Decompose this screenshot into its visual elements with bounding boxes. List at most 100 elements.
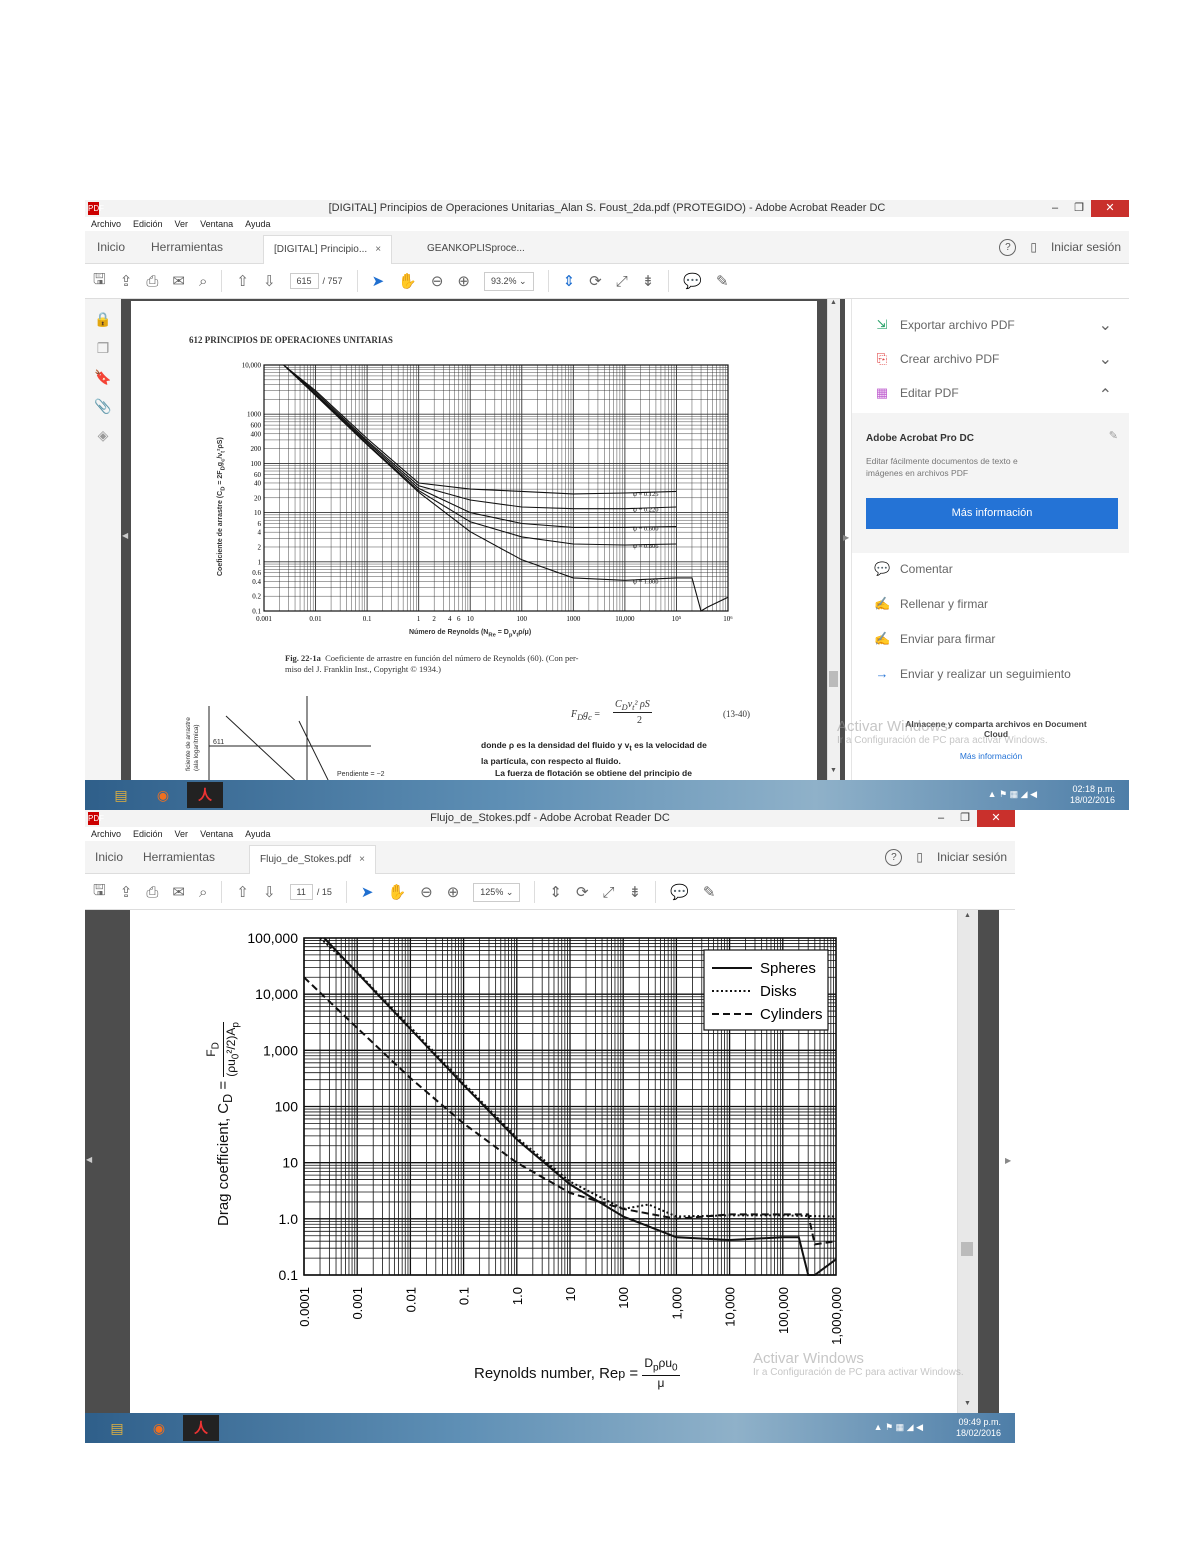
tab-close-icon[interactable]: × <box>359 854 366 865</box>
full-screen-icon[interactable]: ⤢ <box>615 272 628 290</box>
bookmark-icon[interactable]: 🔖 <box>94 369 112 385</box>
hand-icon[interactable]: ✋ <box>398 273 417 290</box>
fit-page-icon[interactable]: ⇕ <box>549 884 562 901</box>
mail-icon[interactable]: ✉ <box>172 273 185 290</box>
track-item[interactable]: → Enviar y realizar un seguimiento <box>874 666 1071 682</box>
help-icon[interactable]: ? <box>885 848 903 866</box>
hand-icon[interactable]: ✋ <box>387 884 407 901</box>
menu-ventana[interactable]: Ventana <box>200 219 234 229</box>
scroll-thumb[interactable] <box>961 1242 973 1256</box>
zoom-out-icon[interactable]: ⊖ <box>430 273 444 290</box>
menu-archivo[interactable]: Archivo <box>91 219 122 229</box>
vertical-scrollbar[interactable]: ▲ ▼ <box>957 910 978 1413</box>
rotate-icon[interactable]: ⟳ <box>575 884 589 901</box>
fit-page-icon[interactable]: ⇕ <box>562 273 576 290</box>
right-arrow-icon[interactable]: ▶ <box>843 533 850 542</box>
chevron-up-icon[interactable]: ⌃ <box>1098 387 1112 404</box>
create-pdf-item[interactable]: ⎘ Crear archivo PDF <box>874 351 1000 367</box>
zoom-in-icon[interactable]: ⊕ <box>446 884 460 901</box>
rotate-icon[interactable]: ⟳ <box>589 273 602 290</box>
pointer-icon[interactable]: ➤ <box>371 273 385 290</box>
search-icon[interactable]: ⌕ <box>198 272 208 290</box>
menu-ver[interactable]: Ver <box>174 219 189 229</box>
comment-item[interactable]: 💬 Comentar <box>874 561 953 577</box>
pen-icon[interactable]: ✎ <box>702 884 716 901</box>
mobile-icon[interactable]: ▯ <box>916 850 923 864</box>
restore-button[interactable]: ❐ <box>1074 202 1084 214</box>
send-sign-item[interactable]: ✍ Enviar para firmar <box>874 631 995 647</box>
layers-icon[interactable]: ◈ <box>97 427 109 443</box>
firefox-icon[interactable]: ◉ <box>156 786 170 803</box>
close-button[interactable]: ✕ <box>1091 200 1129 217</box>
pen-icon[interactable]: ✎ <box>716 273 729 290</box>
document-viewport[interactable]: ◀ 612 PRINCIPIOS DE OPERACIONES UNITARIA… <box>121 299 845 780</box>
save-icon[interactable]: 🖫 <box>93 270 106 288</box>
system-tray-icons[interactable]: ▲ ⚑ ▦ ◢ ◀ <box>873 1422 923 1432</box>
document-tab-geankoplis[interactable]: GEANKOPLISproce... <box>417 235 535 263</box>
left-arrow-icon[interactable]: ◀ <box>122 531 129 540</box>
menu-ayuda[interactable]: Ayuda <box>245 829 271 839</box>
menu-ventana[interactable]: Ventana <box>200 829 234 839</box>
signin-button[interactable]: Iniciar sesión <box>1050 240 1121 254</box>
document-tab-stokes[interactable]: Flujo_de_Stokes.pdf × <box>249 845 377 874</box>
page-down-icon[interactable]: ⇩ <box>262 273 276 290</box>
tab-inicio[interactable]: Inicio <box>95 850 124 864</box>
mail-icon[interactable]: ✉ <box>172 884 185 901</box>
tab-herramientas[interactable]: Herramientas <box>151 240 224 254</box>
upload-icon[interactable]: ⇪ <box>119 273 133 290</box>
scroll-up-icon[interactable]: ▲ <box>830 299 837 306</box>
chevron-down-icon[interactable]: ⌄ <box>1098 351 1112 368</box>
title-bar[interactable]: PDF Flujo_de_Stokes.pdf - Adobe Acrobat … <box>85 810 1015 827</box>
document-tab-foust[interactable]: [DIGITAL] Principio... × <box>263 235 393 264</box>
page-up-icon[interactable]: ⇧ <box>236 273 249 290</box>
vertical-scrollbar[interactable]: ▲ ▼ <box>827 299 840 780</box>
left-arrow-icon[interactable]: ◀ <box>86 1155 93 1164</box>
scroll-up-icon[interactable]: ▲ <box>964 912 971 919</box>
scroll-mode-icon[interactable]: ⇟ <box>628 884 642 901</box>
zoom-select[interactable]: 93.2% ⌄ <box>484 271 534 291</box>
search-icon[interactable]: ⌕ <box>198 883 208 901</box>
zoom-select[interactable]: 125% ⌄ <box>473 882 521 902</box>
menu-edicion[interactable]: Edición <box>133 219 163 229</box>
mobile-icon[interactable]: ▯ <box>1030 240 1037 254</box>
more-info-button[interactable]: Más información <box>866 498 1118 529</box>
page-number-input[interactable]: 11 <box>289 884 313 900</box>
title-bar[interactable]: PDF [DIGITAL] Principios de Operaciones … <box>85 200 1129 217</box>
cloud-more-info-link[interactable]: Más información <box>959 751 1023 761</box>
restore-button[interactable]: ❐ <box>960 812 970 824</box>
save-icon[interactable]: 🖫 <box>93 881 106 899</box>
clock[interactable]: 09:49 p.m. 18/02/2016 <box>956 1417 1001 1439</box>
acrobat-taskbar-icon[interactable]: 人 <box>183 1415 219 1441</box>
menu-edicion[interactable]: Edición <box>133 829 163 839</box>
scroll-mode-icon[interactable]: ⇟ <box>641 273 655 290</box>
right-arrow-icon[interactable]: ▶ <box>1005 1156 1012 1165</box>
acrobat-taskbar-icon[interactable]: 人 <box>187 782 223 808</box>
help-icon[interactable]: ? <box>999 238 1017 256</box>
menu-ver[interactable]: Ver <box>174 829 189 839</box>
zoom-out-icon[interactable]: ⊖ <box>420 884 433 901</box>
menu-archivo[interactable]: Archivo <box>91 829 122 839</box>
edit-pdf-item[interactable]: ▦ Editar PDF <box>874 385 959 401</box>
tab-close-icon[interactable]: × <box>375 244 382 255</box>
file-explorer-icon[interactable]: ▤ <box>114 786 128 803</box>
scroll-down-icon[interactable]: ▼ <box>964 1400 971 1407</box>
upload-icon[interactable]: ⇪ <box>119 884 133 901</box>
page-up-icon[interactable]: ⇧ <box>236 884 249 901</box>
lock-icon[interactable]: 🔒 <box>94 311 112 327</box>
full-screen-icon[interactable]: ⤢ <box>602 883 615 901</box>
minimize-button[interactable]: – <box>937 812 945 824</box>
firefox-icon[interactable]: ◉ <box>152 1419 166 1436</box>
document-viewport[interactable]: ◀ 0.0001 0.001 0.01 0.1 1.0 10 100 1,000 10,000 1… <box>85 910 999 1413</box>
page-down-icon[interactable]: ⇩ <box>262 884 276 901</box>
pages-icon[interactable]: ❐ <box>96 340 110 356</box>
minimize-button[interactable]: – <box>1051 202 1059 214</box>
pointer-icon[interactable]: ➤ <box>360 884 374 901</box>
system-tray-icons[interactable]: ▲ ⚑ ▦ ◢ ◀ <box>987 789 1037 799</box>
page-number-input[interactable]: 615 <box>289 273 319 289</box>
comment-icon[interactable]: 💬 <box>683 273 703 290</box>
scroll-thumb[interactable] <box>829 671 838 687</box>
comment-icon[interactable]: 💬 <box>670 884 689 901</box>
file-explorer-icon[interactable]: ▤ <box>110 1419 124 1436</box>
print-icon[interactable]: ⎙ <box>146 883 159 901</box>
zoom-in-icon[interactable]: ⊕ <box>457 273 470 290</box>
